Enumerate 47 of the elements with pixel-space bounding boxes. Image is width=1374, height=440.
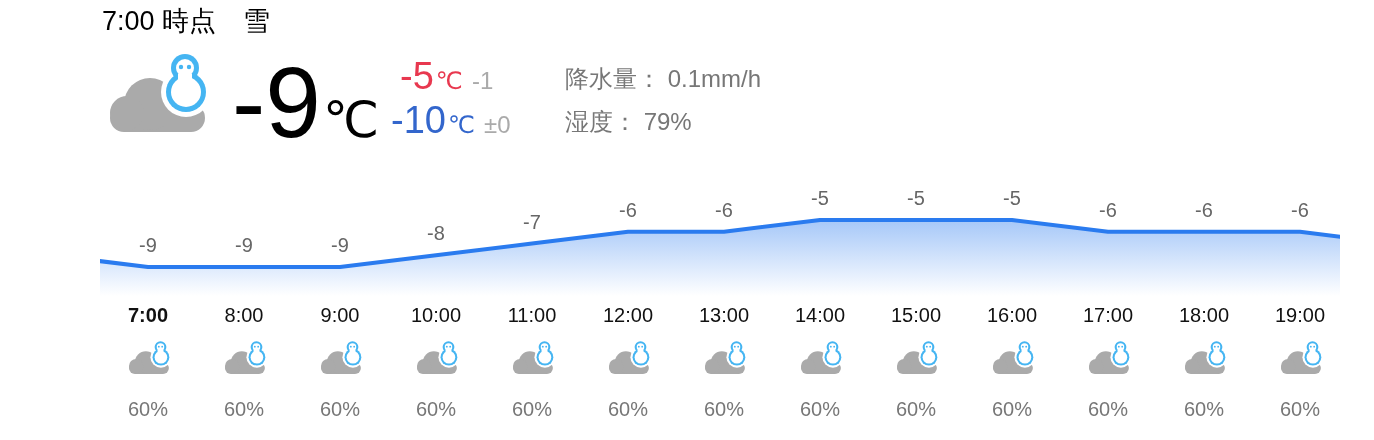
- text: 降水量： 0.1mm/h: [565, 65, 762, 92]
- data-label: -6: [1291, 198, 1309, 221]
- data-label: -6: [619, 198, 637, 221]
- data-label: -5: [907, 187, 925, 209]
- x-tick-label: 14:00: [794, 304, 846, 326]
- x-tick-label: 11:00: [507, 304, 557, 326]
- data-label: -9: [331, 234, 349, 256]
- text: 7:00 時点 雪: [102, 6, 271, 36]
- x-tick-label: 9:00: [320, 304, 360, 326]
- x-tick-label: 15:00: [890, 304, 942, 326]
- text: -5℃: [400, 55, 463, 97]
- data-label: -5: [811, 187, 829, 209]
- data-label: -5: [1003, 187, 1021, 209]
- text: 60%: [511, 398, 553, 420]
- x-tick-label: 10:00: [410, 304, 462, 326]
- data-label: -7: [523, 210, 541, 233]
- x-tick-label: 13:00: [698, 304, 750, 326]
- text: 60%: [1183, 398, 1225, 420]
- text: 60%: [703, 398, 745, 420]
- x-tick-label: 16:00: [986, 304, 1038, 326]
- text: 60%: [895, 398, 937, 420]
- text: 湿度： 79%: [565, 108, 692, 135]
- x-tick-label: 18:00: [1178, 304, 1230, 326]
- text: 60%: [607, 398, 649, 420]
- text: 60%: [1087, 398, 1129, 420]
- data-label: -6: [1099, 198, 1117, 221]
- x-tick-label: 19:00: [1274, 304, 1326, 326]
- data-label: -8: [427, 222, 445, 245]
- text: -10℃: [391, 99, 475, 141]
- text: -9℃: [232, 46, 380, 158]
- x-tick-label: 12:00: [602, 304, 654, 326]
- data-label: -9: [235, 234, 253, 256]
- x-tick-label: 7:00: [127, 304, 169, 326]
- text: 60%: [799, 398, 841, 420]
- text: 60%: [415, 398, 457, 420]
- text: 60%: [1279, 398, 1321, 420]
- data-label: -6: [1195, 198, 1213, 221]
- x-tick-label: 17:00: [1082, 304, 1134, 326]
- text: -1: [472, 67, 494, 94]
- x-tick-label: 8:00: [224, 304, 264, 326]
- text: 60%: [991, 398, 1033, 420]
- text: 60%: [127, 398, 169, 420]
- text: 60%: [319, 398, 361, 420]
- text: ±0: [484, 111, 511, 138]
- data-label: -6: [715, 198, 733, 221]
- text: 60%: [223, 398, 265, 420]
- data-label: -9: [139, 234, 157, 256]
